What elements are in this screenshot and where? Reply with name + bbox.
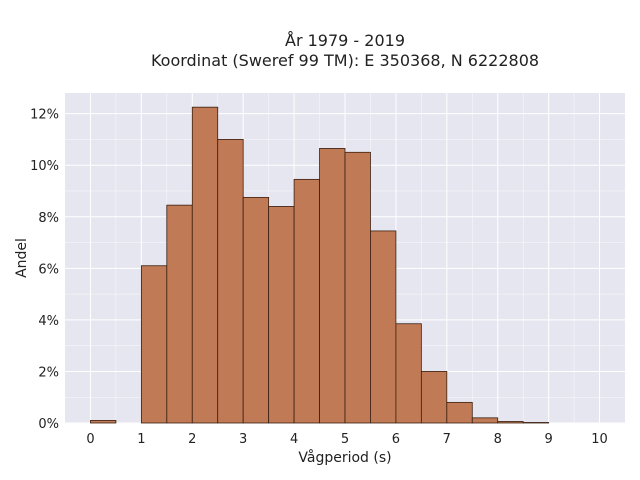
histogram-bar	[420, 371, 448, 424]
histogram-bars	[90, 106, 550, 424]
histogram-bar	[522, 422, 550, 424]
chart-title-line-2: Koordinat (Sweref 99 TM): E 350368, N 62…	[151, 51, 539, 70]
y-tick-label: 6%	[38, 262, 59, 277]
y-tick-label: 12%	[30, 108, 59, 123]
x-tick-label: 7	[443, 432, 451, 447]
histogram-bar	[268, 206, 295, 424]
histogram-bar	[90, 420, 117, 424]
x-tick-label: 4	[290, 432, 298, 447]
y-tick-label: 8%	[38, 211, 59, 226]
histogram-bar	[166, 204, 193, 424]
histogram-bar	[140, 265, 168, 424]
histogram-bar	[242, 197, 270, 424]
histogram-bar	[471, 417, 499, 424]
x-tick-label: 3	[239, 432, 247, 447]
x-axis-ticks: 0 1 2 3 4 5 6 7 8 9 10	[86, 432, 608, 447]
histogram-bar	[217, 139, 244, 424]
histogram-bar	[395, 323, 422, 424]
histogram-bar	[344, 151, 371, 424]
y-axis-label: Andel	[14, 238, 30, 278]
y-axis-ticks: 0% 2% 4% 6% 8% 10% 12%	[30, 108, 59, 432]
x-tick-label: 2	[188, 432, 196, 447]
y-tick-label: 4%	[38, 314, 59, 329]
x-tick-label: 6	[392, 432, 400, 447]
x-tick-label: 1	[137, 432, 145, 447]
y-tick-label: 2%	[38, 365, 59, 380]
histogram-bar	[191, 106, 219, 424]
x-tick-label: 5	[341, 432, 349, 447]
x-tick-label: 8	[494, 432, 502, 447]
histogram-bar	[370, 230, 397, 424]
x-axis-label: Vågperiod (s)	[298, 449, 391, 466]
x-tick-label: 9	[544, 432, 552, 447]
y-tick-label: 10%	[30, 159, 59, 174]
chart-title-line-1: År 1979 - 2019	[285, 31, 405, 50]
x-tick-label: 10	[591, 432, 608, 447]
histogram-bar	[446, 401, 473, 424]
histogram-bar	[293, 178, 320, 424]
histogram-bar	[319, 148, 346, 424]
x-tick-label: 0	[86, 432, 94, 447]
y-tick-label: 0%	[38, 417, 59, 432]
histogram-bar	[497, 421, 524, 424]
